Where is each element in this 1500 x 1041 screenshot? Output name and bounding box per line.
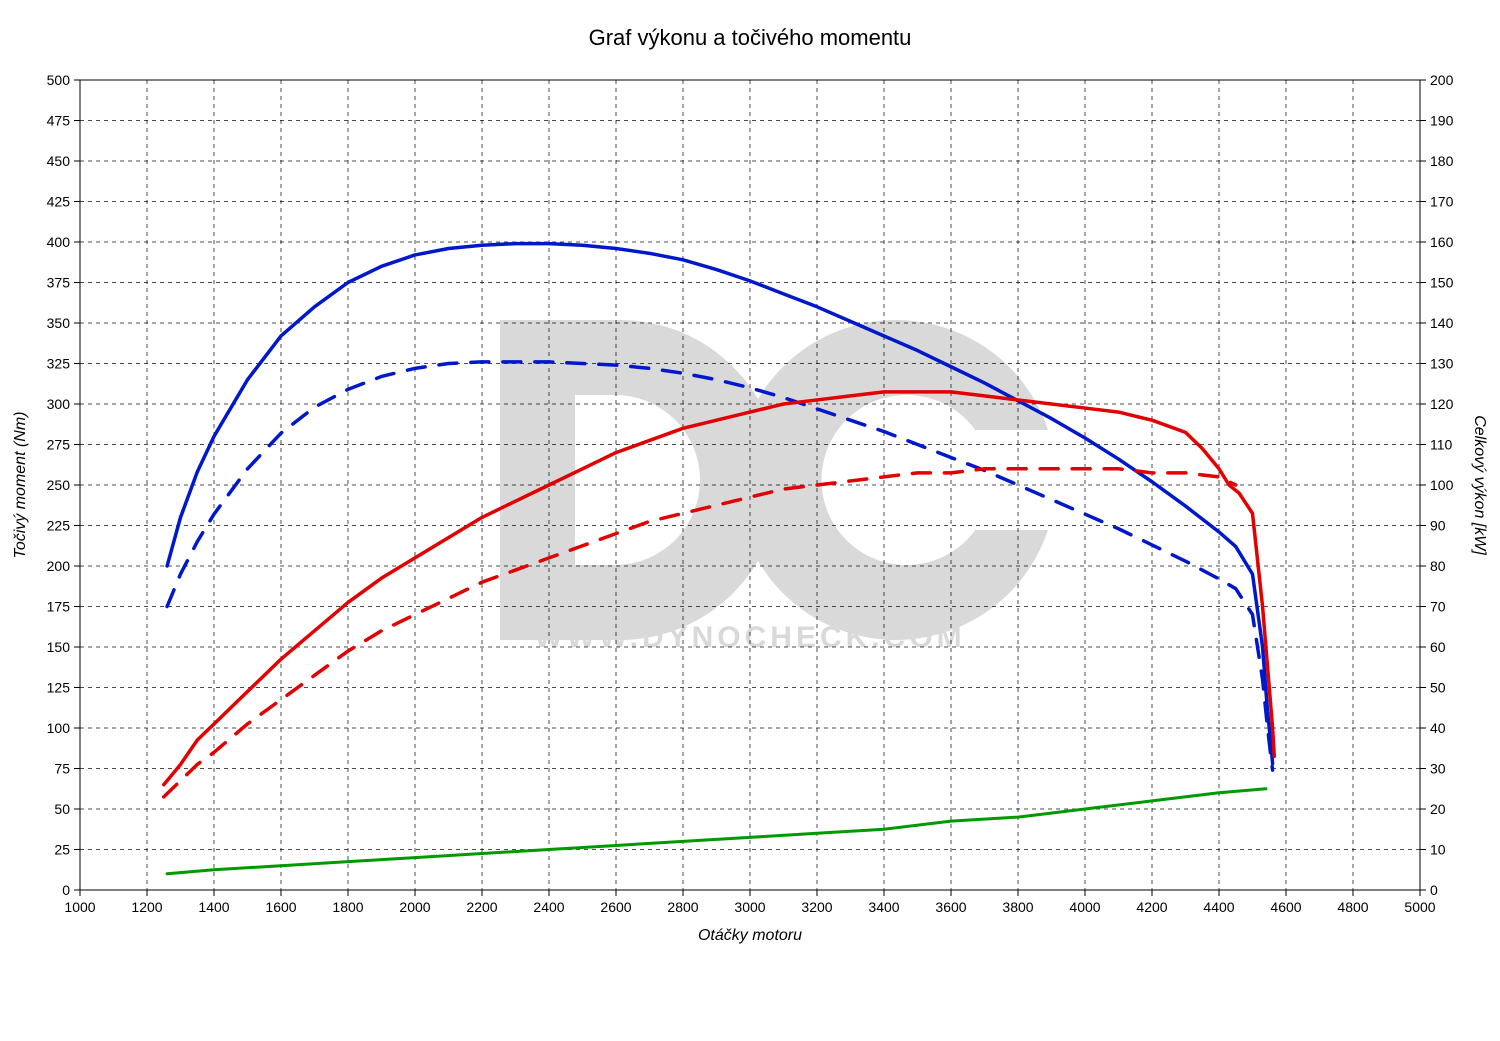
y-right-tick-label: 190: [1430, 113, 1454, 129]
y-right-tick-label: 60: [1430, 639, 1446, 655]
y-right-tick-label: 40: [1430, 720, 1446, 736]
y-left-tick-label: 450: [47, 153, 71, 169]
y-left-tick-label: 475: [47, 113, 71, 129]
y-right-tick-label: 100: [1430, 477, 1454, 493]
x-tick-label: 4600: [1270, 899, 1301, 915]
y-left-tick-label: 75: [54, 761, 70, 777]
y-right-tick-label: 150: [1430, 275, 1454, 291]
y-left-tick-label: 300: [47, 396, 71, 412]
y-left-tick-label: 100: [47, 720, 71, 736]
x-tick-label: 3000: [734, 899, 765, 915]
x-tick-label: 4000: [1069, 899, 1100, 915]
y-right-tick-label: 170: [1430, 194, 1454, 210]
y-right-tick-label: 160: [1430, 234, 1454, 250]
x-tick-label: 3400: [868, 899, 899, 915]
y-left-tick-label: 275: [47, 437, 71, 453]
y-right-tick-label: 30: [1430, 761, 1446, 777]
x-tick-label: 1800: [332, 899, 363, 915]
y-left-tick-label: 200: [47, 558, 71, 574]
y-left-tick-label: 425: [47, 194, 71, 210]
x-tick-label: 2600: [600, 899, 631, 915]
x-tick-label: 1400: [198, 899, 229, 915]
y-left-tick-label: 50: [54, 801, 70, 817]
x-tick-label: 2200: [466, 899, 497, 915]
chart-title: Graf výkonu a točivého momentu: [589, 25, 912, 50]
x-tick-label: 4200: [1136, 899, 1167, 915]
y-right-tick-label: 140: [1430, 315, 1454, 331]
y-left-tick-label: 25: [54, 842, 70, 858]
y-right-tick-label: 200: [1430, 72, 1454, 88]
y-right-tick-label: 80: [1430, 558, 1446, 574]
x-tick-label: 2400: [533, 899, 564, 915]
x-axis-label: Otáčky motoru: [698, 927, 802, 944]
y-left-tick-label: 375: [47, 275, 71, 291]
y-left-tick-label: 150: [47, 639, 71, 655]
x-tick-label: 5000: [1404, 899, 1435, 915]
y-right-tick-label: 90: [1430, 518, 1446, 534]
y-right-tick-label: 110: [1430, 437, 1453, 453]
y-left-tick-label: 350: [47, 315, 71, 331]
x-tick-label: 1600: [265, 899, 296, 915]
x-tick-label: 4400: [1203, 899, 1234, 915]
x-tick-label: 1000: [64, 899, 95, 915]
y-right-tick-label: 10: [1430, 842, 1446, 858]
x-tick-label: 2800: [667, 899, 698, 915]
y-left-tick-label: 125: [47, 680, 71, 696]
x-tick-label: 2000: [399, 899, 430, 915]
y-right-tick-label: 180: [1430, 153, 1454, 169]
x-tick-label: 4800: [1337, 899, 1368, 915]
y-left-tick-label: 225: [47, 518, 71, 534]
y-left-tick-label: 400: [47, 234, 71, 250]
y-right-tick-label: 50: [1430, 680, 1446, 696]
dyno-chart-svg: WWW.DYNOCHECK.COM10001200140016001800200…: [0, 0, 1500, 1041]
chart-container: WWW.DYNOCHECK.COM10001200140016001800200…: [0, 0, 1500, 1041]
x-tick-label: 3200: [801, 899, 832, 915]
y-right-tick-label: 20: [1430, 801, 1446, 817]
y-right-tick-label: 120: [1430, 396, 1454, 412]
x-tick-label: 1200: [131, 899, 162, 915]
y-right-tick-label: 0: [1430, 882, 1438, 898]
y-left-tick-label: 250: [47, 477, 71, 493]
y-left-tick-label: 175: [47, 599, 71, 615]
y-right-tick-label: 130: [1430, 356, 1454, 372]
x-tick-label: 3800: [1002, 899, 1033, 915]
y-right-axis-label: Celkový výkon [kW]: [1471, 415, 1488, 555]
x-tick-label: 3600: [935, 899, 966, 915]
y-right-tick-label: 70: [1430, 599, 1446, 615]
y-left-axis-label: Točivý moment (Nm): [12, 412, 29, 559]
y-left-tick-label: 500: [47, 72, 71, 88]
y-left-tick-label: 325: [47, 356, 71, 372]
y-left-tick-label: 0: [62, 882, 70, 898]
